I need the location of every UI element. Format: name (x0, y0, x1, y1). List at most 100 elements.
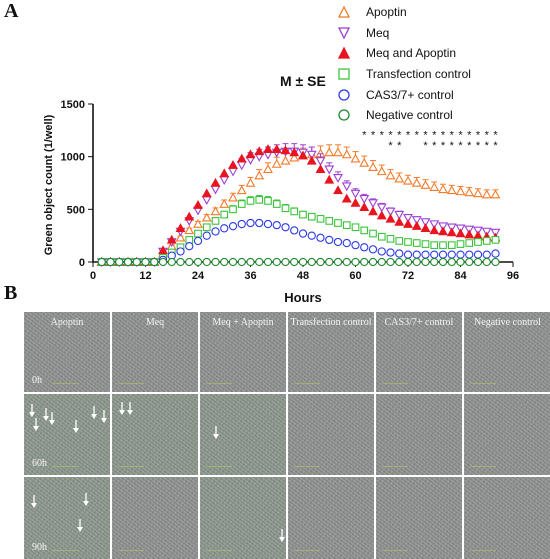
series-apoptin-point (271, 158, 282, 168)
series-apoptin-point (175, 232, 186, 242)
series-apoptin-point (429, 182, 440, 191)
series-cas3-7-control-point (386, 248, 395, 257)
series-apoptin-point (420, 179, 431, 189)
series-cas3-7-control-point (202, 231, 211, 240)
series-meq-and-apoptin-point (324, 174, 335, 184)
y-tick-label: 500 (67, 204, 85, 216)
series-transfection-control-point (202, 223, 211, 232)
legend-label: Meq (366, 25, 390, 40)
series-transfection-control-point (395, 237, 404, 245)
series-cas3-7-control-point (263, 219, 273, 229)
legend-label: Meq and Apoptin (366, 46, 457, 61)
column-header: Negative control (474, 317, 541, 328)
x-tick-label: 0 (90, 270, 96, 282)
time-point-label: 90h (32, 542, 47, 553)
series-negative-control-point (176, 257, 185, 267)
series-meq-and-apoptin-point (315, 164, 326, 174)
series-meq-and-apoptin-point (306, 155, 317, 165)
microscopy-image-cell: Meq + Apoptin (200, 312, 286, 392)
significance-asterisk: * (467, 140, 472, 152)
series-negative-control-point (360, 257, 369, 267)
series-meq-and-apoptin-point (263, 144, 273, 154)
down-arrow-icon (28, 404, 36, 418)
series-transfection-control-point (430, 241, 439, 249)
series-transfection-control-point (299, 210, 307, 219)
series-meq-and-apoptin-point (438, 226, 448, 236)
series-negative-control-point (377, 257, 386, 267)
series-transfection-control-point (255, 196, 264, 204)
series-negative-control-point (193, 257, 203, 267)
series-meq-and-apoptin-point (245, 149, 256, 159)
series-transfection-control-point (334, 219, 342, 227)
series-meq-and-apoptin-point (455, 228, 466, 238)
series-meq-point (420, 218, 431, 228)
microscopy-image-cell (376, 477, 462, 559)
series-transfection-control-point (351, 223, 360, 232)
significance-asterisk: * (397, 130, 402, 142)
series-meq-and-apoptin-point (228, 159, 238, 169)
series-meq-and-apoptin-point (464, 229, 475, 239)
down-arrow-icon (278, 529, 286, 543)
series-transfection-control-point (264, 197, 272, 205)
scale-bar (118, 383, 144, 384)
series-apoptin-point (350, 153, 361, 163)
series-transfection-control-point (412, 239, 421, 247)
series-meq-and-apoptin-point (368, 206, 378, 216)
series-negative-control-point (456, 257, 465, 267)
scale-bar (470, 466, 496, 467)
series-apoptin-point (490, 189, 501, 199)
series-transfection-control-point (482, 237, 491, 245)
series-apoptin-point (411, 177, 422, 187)
series-meq-point (394, 210, 405, 220)
series-negative-control-point (473, 257, 483, 267)
significance-asterisk: * (441, 140, 446, 152)
down-arrow-icon (72, 420, 80, 434)
series-apoptin-point (324, 147, 335, 157)
significance-asterisk: * (423, 140, 428, 152)
series-transfection-control-point (220, 210, 229, 219)
microscopy-image-grid: Apoptin 0h Meq Meq + Apoptin Transfection co… (24, 312, 550, 559)
series-negative-control-point (115, 257, 124, 267)
series-cas3-7-control-point (465, 250, 474, 259)
series-negative-control-point (132, 257, 141, 267)
chart-subtitle: M ± SE (280, 73, 326, 89)
series-meq-and-apoptin-point (394, 216, 405, 226)
series-negative-control-point (237, 257, 246, 267)
series-negative-control-point (141, 257, 150, 267)
series-negative-control-point (447, 257, 456, 267)
significance-asterisk: * (388, 130, 393, 142)
significance-asterisk: * (493, 130, 498, 142)
series-apoptin-point (464, 187, 475, 197)
series-transfection-control-point (491, 236, 500, 244)
series-cas3-7-control-point (377, 247, 386, 256)
series-negative-control-point (421, 257, 430, 267)
series-cas3-7-control-point (298, 229, 308, 238)
microscopy-image-cell (200, 394, 286, 475)
microscopy-image-cell: CAS3/7+ control (376, 312, 462, 392)
series-meq-and-apoptin-point (429, 225, 440, 235)
series-cas3-7-control-point (307, 231, 316, 240)
series-cas3-7-control-point (246, 218, 255, 228)
microscopy-image-cell (464, 394, 550, 475)
series-meq-point (368, 199, 378, 209)
scale-bar (52, 550, 78, 551)
significance-asterisk: * (388, 140, 393, 152)
legend-item: Transfection control (336, 64, 471, 85)
column-header: Transfection control (290, 317, 372, 328)
series-cas3-7-control-point (360, 243, 369, 252)
series-negative-control-point (167, 257, 176, 267)
series-meq-point (228, 167, 238, 177)
microscopy-image-cell: Meq (112, 312, 198, 392)
series-apoptin-point (333, 147, 343, 157)
series-meq-and-apoptin-point (420, 223, 431, 233)
series-negative-control-point (430, 257, 439, 267)
x-tick-label: 24 (192, 270, 205, 282)
series-meq-and-apoptin-point (411, 221, 422, 230)
series-apoptin-point (438, 184, 448, 194)
series-meq-and-apoptin-point (201, 188, 212, 198)
series-transfection-control-point (439, 241, 447, 249)
y-axis-title: Green object count (1/well) (43, 114, 55, 255)
microscopy-image-cell (464, 477, 550, 559)
y-tick-label: 1000 (61, 152, 85, 164)
scale-bar (382, 466, 408, 467)
